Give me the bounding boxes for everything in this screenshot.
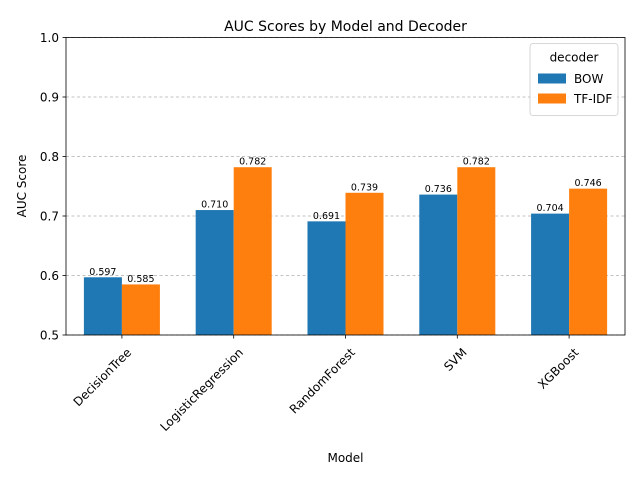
bar-value-label: 0.782 bbox=[239, 157, 266, 168]
legend-label: TF-IDF bbox=[573, 92, 612, 106]
bar-tf-idf-decisiontree bbox=[121, 284, 160, 335]
y-tick-label: 0.7 bbox=[40, 210, 59, 224]
bar-bow-randomforest bbox=[307, 221, 346, 335]
bar-tf-idf-randomforest bbox=[345, 192, 384, 335]
y-tick-label: 0.5 bbox=[40, 329, 59, 343]
y-axis-label: AUC Score bbox=[15, 155, 29, 218]
bar-value-label: 0.691 bbox=[313, 211, 340, 222]
y-tick-label: 0.9 bbox=[40, 91, 59, 105]
bar-bow-decisiontree bbox=[83, 277, 122, 335]
y-tick-label: 1.0 bbox=[40, 31, 59, 45]
legend-title: decoder bbox=[550, 51, 599, 65]
bar-bow-svm bbox=[419, 194, 458, 335]
bars bbox=[83, 167, 608, 335]
bar-value-label: 0.704 bbox=[536, 203, 563, 214]
bar-value-label: 0.710 bbox=[201, 200, 228, 211]
bar-bow-logisticregression bbox=[195, 210, 234, 335]
legend: decoder BOW TF-IDF bbox=[529, 43, 619, 116]
bar-value-label: 0.782 bbox=[463, 157, 490, 168]
bar-value-label: 0.739 bbox=[351, 182, 378, 193]
bar-tf-idf-xgboost bbox=[569, 188, 608, 335]
y-tick-label: 0.8 bbox=[40, 150, 59, 164]
x-axis-label: Model bbox=[327, 451, 363, 465]
bar-value-label: 0.597 bbox=[89, 267, 116, 278]
bar-bow-xgboost bbox=[531, 213, 570, 335]
y-tick-label: 0.6 bbox=[40, 269, 59, 283]
bar-value-label: 0.585 bbox=[127, 274, 154, 285]
legend-label: BOW bbox=[574, 72, 603, 86]
y-axis: 0.5 0.6 0.7 0.8 0.9 1.0 bbox=[40, 31, 66, 343]
legend-swatch-tf-idf bbox=[538, 93, 566, 104]
bar-tf-idf-logisticregression bbox=[233, 167, 272, 335]
chart-title: AUC Scores by Model and Decoder bbox=[224, 19, 467, 35]
legend-swatch-bow bbox=[538, 73, 566, 84]
bar-value-label: 0.746 bbox=[575, 178, 602, 189]
bar-tf-idf-svm bbox=[457, 167, 496, 335]
bar-value-label: 0.736 bbox=[425, 184, 452, 195]
data-labels: 0.597 0.585 0.710 0.782 0.691 0.739 0.736 0.782… bbox=[89, 157, 601, 285]
